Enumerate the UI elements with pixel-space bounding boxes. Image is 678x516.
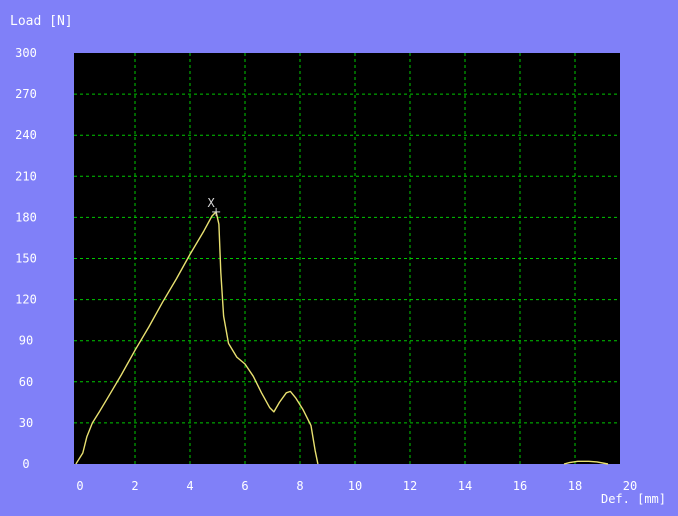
x-tick-label: 0	[76, 479, 83, 493]
x-tick-label: 4	[186, 479, 193, 493]
y-tick-label: 150	[15, 252, 37, 266]
y-tick-label: 300	[15, 46, 37, 60]
x-tick-label: 14	[458, 479, 472, 493]
y-tick-label: 120	[15, 293, 37, 307]
x-tick-label: 2	[131, 479, 138, 493]
x-tick-label: 12	[403, 479, 417, 493]
y-axis-label: Load [N]	[10, 14, 73, 29]
series-group	[75, 211, 609, 465]
x-tick-label: 8	[296, 479, 303, 493]
y-tick-label: 210	[15, 169, 37, 183]
x-axis-label: Def. [mm]	[601, 492, 666, 506]
y-tick-label: 60	[19, 375, 33, 389]
y-tick-label: 30	[19, 416, 33, 430]
y-tick-label: 240	[15, 128, 37, 142]
x-tick-label: 10	[348, 479, 362, 493]
y-tick-labels: 0 30 60 90 120 150 180 210 240 270 300	[15, 46, 37, 471]
x-tick-label: 20	[623, 479, 637, 493]
x-tick-label: 6	[241, 479, 248, 493]
grid-lines	[74, 53, 620, 464]
series-line	[563, 460, 609, 465]
x-tick-labels: 0 2 4 6 8 10 12 14 16 18 20	[76, 479, 637, 493]
peak-marker-label: X	[208, 196, 216, 210]
y-tick-label: 90	[19, 334, 33, 348]
y-tick-label: 270	[15, 87, 37, 101]
y-tick-label: 0	[22, 457, 29, 471]
series-line	[75, 211, 319, 465]
x-tick-label: 18	[568, 479, 582, 493]
peak-marker: X	[208, 196, 221, 216]
y-tick-label: 180	[15, 210, 37, 224]
x-tick-label: 16	[513, 479, 527, 493]
